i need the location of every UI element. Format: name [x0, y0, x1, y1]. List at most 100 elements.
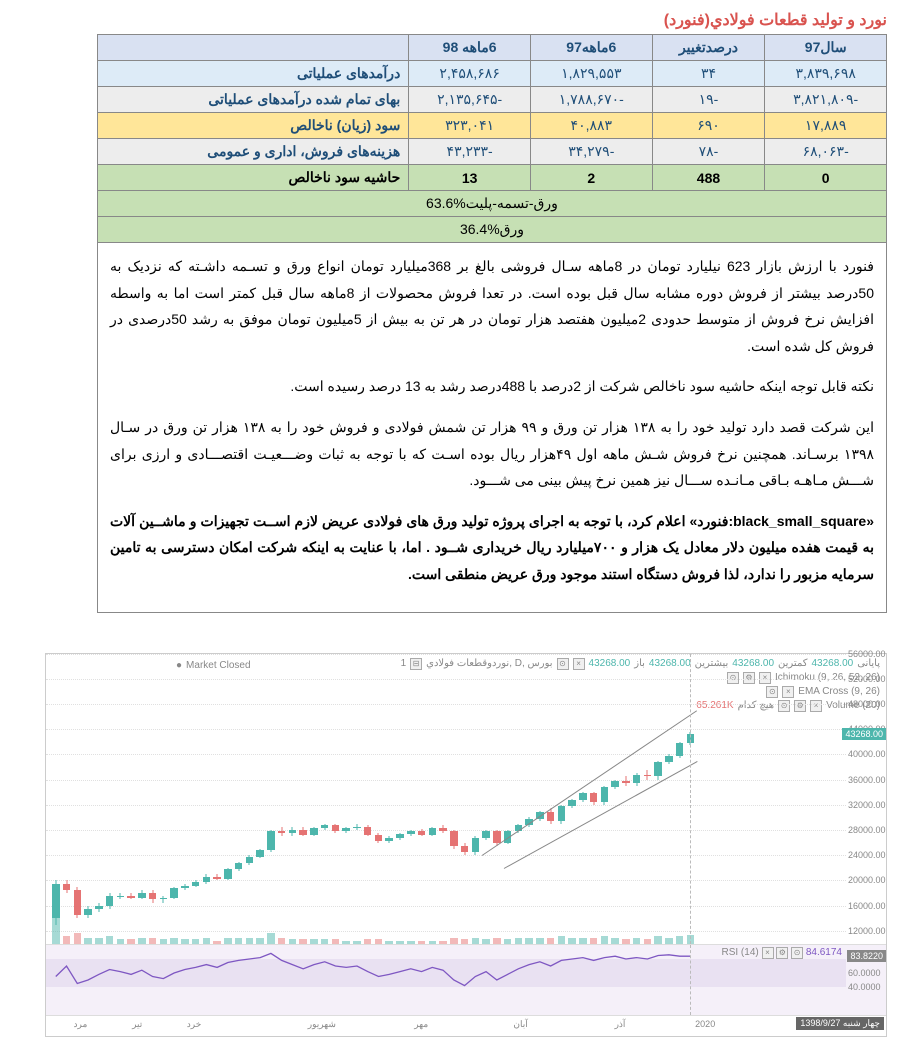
volume-bar: [482, 939, 490, 944]
legend-symbol: نوردوقطعات فولادي, D, بورس: [426, 658, 552, 669]
volume-bar: [665, 938, 673, 944]
volume-bar: [385, 941, 393, 944]
paragraph-2: نکته قابل توجه اینکه حاشیه سود ناخالص شر…: [110, 373, 874, 400]
eye-icon[interactable]: ⊙: [778, 700, 790, 712]
volume-bar: [439, 941, 447, 944]
volume-bar: [407, 941, 415, 944]
y-tick-label: 32000.00: [848, 800, 884, 810]
y-tick-label: 36000.00: [848, 775, 884, 785]
trend-line[interactable]: [482, 710, 698, 856]
y-tick-label: 52000.00: [848, 674, 884, 684]
current-time-line: [690, 654, 691, 944]
volume-bar: [332, 939, 340, 944]
table-row: -۳,۸۲۱,۸۰۹-۱۹-۱,۷۸۸,۶۷۰-۲,۱۳۵,۶۴۵بهای تم…: [98, 87, 887, 113]
current-time-line: [690, 945, 691, 1015]
table-row: 0488213حاشیه سود ناخالص: [98, 165, 887, 191]
y-tick-label: 28000.00: [848, 825, 884, 835]
report-title: نورد و تولید قطعات فولادي(فنورد): [10, 10, 887, 30]
y-tick-label: 12000.00: [848, 926, 884, 936]
x-tick-label: تیر: [132, 1019, 142, 1030]
volume-bar: [590, 938, 598, 944]
volume-bar: [611, 938, 619, 944]
volume-bar: [558, 936, 566, 944]
close-icon[interactable]: ×: [573, 658, 585, 670]
x-tick-label: شهریور: [308, 1019, 336, 1030]
volume-bar: [461, 939, 469, 944]
close-icon[interactable]: ×: [759, 672, 771, 684]
volume-bar: [74, 933, 82, 944]
volume-bar: [149, 938, 157, 944]
volume-bar: [160, 939, 168, 944]
volume-bar: [138, 938, 146, 944]
volume-bar: [515, 938, 523, 944]
volume-bar: [633, 938, 641, 944]
x-tick-label: 2020: [695, 1019, 715, 1029]
rsi-tick-label: 40.0000: [848, 982, 884, 992]
rsi-current-tag: 83.8220: [847, 950, 886, 962]
volume-bar: [117, 939, 125, 944]
x-tick-label: آبان: [513, 1019, 527, 1030]
volume-bar: [170, 938, 178, 944]
gear-icon[interactable]: ⚙: [743, 672, 755, 684]
table-header: 6ماهه 98: [409, 35, 531, 61]
volume-bar: [450, 938, 458, 944]
volume-bar: [127, 939, 135, 944]
volume-bar: [353, 941, 361, 944]
paragraph-1: فنورد با ارزش بازار 623 نیلیارد تومان در…: [110, 253, 874, 359]
trend-line[interactable]: [504, 761, 698, 869]
volume-bar: [267, 933, 275, 944]
gear-icon[interactable]: ⚙: [794, 700, 806, 712]
y-tick-label: 16000.00: [848, 901, 884, 911]
chart-xaxis: چهار شنبه 1398/9/27 مردتیرخردشهریورمهرآب…: [46, 1016, 886, 1036]
current-date-tag: چهار شنبه 1398/9/27: [796, 1017, 884, 1030]
volume-bar: [224, 938, 232, 944]
volume-bar: [472, 938, 480, 944]
volume-bar: [310, 939, 318, 944]
volume-bar: [256, 938, 264, 944]
y-tick-label: 24000.00: [848, 850, 884, 860]
eye-icon[interactable]: ⊙: [727, 672, 739, 684]
eye-icon[interactable]: ⊙: [766, 686, 778, 698]
volume-bar: [418, 941, 426, 944]
volume-bar: [52, 917, 60, 944]
volume-bar: [84, 938, 92, 944]
stock-chart[interactable]: Market Closed 1 ⊟ نوردوقطعات فولادي, D, …: [45, 653, 887, 1037]
market-closed-label: Market Closed: [176, 660, 251, 671]
volume-bar: [192, 939, 200, 944]
eye-icon[interactable]: ⊙: [557, 658, 569, 670]
volume-bar: [547, 938, 555, 944]
legend-timeframe: 1: [401, 658, 407, 669]
volume-bar: [213, 941, 221, 944]
table-header: سال97: [765, 35, 887, 61]
collapse-icon[interactable]: ⊟: [410, 658, 422, 670]
volume-bar: [504, 939, 512, 944]
volume-bar: [106, 936, 114, 944]
chart-legend: 1 ⊟ نوردوقطعات فولادي, D, بورس ⊙ × 43268…: [401, 658, 880, 714]
price-panel[interactable]: Market Closed 1 ⊟ نوردوقطعات فولادي, D, …: [46, 654, 886, 945]
volume-bar: [601, 936, 609, 944]
paragraph-3: این شرکت قصد دارد تولید خود را به ۱۳۸ هز…: [110, 414, 874, 494]
volume-bar: [676, 936, 684, 944]
volume-bar: [246, 938, 254, 944]
y-tick-label: 20000.00: [848, 875, 884, 885]
rsi-tick-label: 60.0000: [848, 968, 884, 978]
volume-bar: [536, 938, 544, 944]
table-row: -۶۸,۰۶۳-۷۸-۳۴,۲۷۹-۴۳,۲۳۳هزینه‌های فروش، …: [98, 139, 887, 165]
volume-bar: [342, 941, 350, 944]
rsi-panel[interactable]: 84.6174 ⊙ ⚙ × RSI (14) 80.000060.000040.…: [46, 945, 886, 1016]
x-tick-label: خرد: [187, 1019, 202, 1030]
table-row: ۱۷,۸۸۹۶۹۰۴۰,۸۸۳۳۲۳,۰۴۱سود (زیان) ناخالص: [98, 113, 887, 139]
x-tick-label: آذر: [615, 1019, 626, 1030]
table-row: ۳,۸۳۹,۶۹۸۳۴۱,۸۲۹,۵۵۳۲,۴۵۸,۶۸۶درآمدهای عم…: [98, 61, 887, 87]
analysis-text: فنورد با ارزش بازار 623 نیلیارد تومان در…: [97, 243, 887, 613]
paragraph-4: «black_small_square:فنورد» اعلام کرد، با…: [110, 508, 874, 588]
close-icon[interactable]: ×: [810, 700, 822, 712]
close-icon[interactable]: ×: [782, 686, 794, 698]
volume-bar: [375, 939, 383, 944]
ema-label: EMA Cross (9, 26): [798, 686, 880, 697]
volume-bar: [525, 938, 533, 944]
financial-table: سال97درصدتغییر6ماهه976ماهه 98 ۳,۸۳۹,۶۹۸۳…: [97, 34, 887, 243]
volume-bar: [396, 941, 404, 944]
volume-bar: [654, 936, 662, 944]
volume-bar: [95, 938, 103, 944]
